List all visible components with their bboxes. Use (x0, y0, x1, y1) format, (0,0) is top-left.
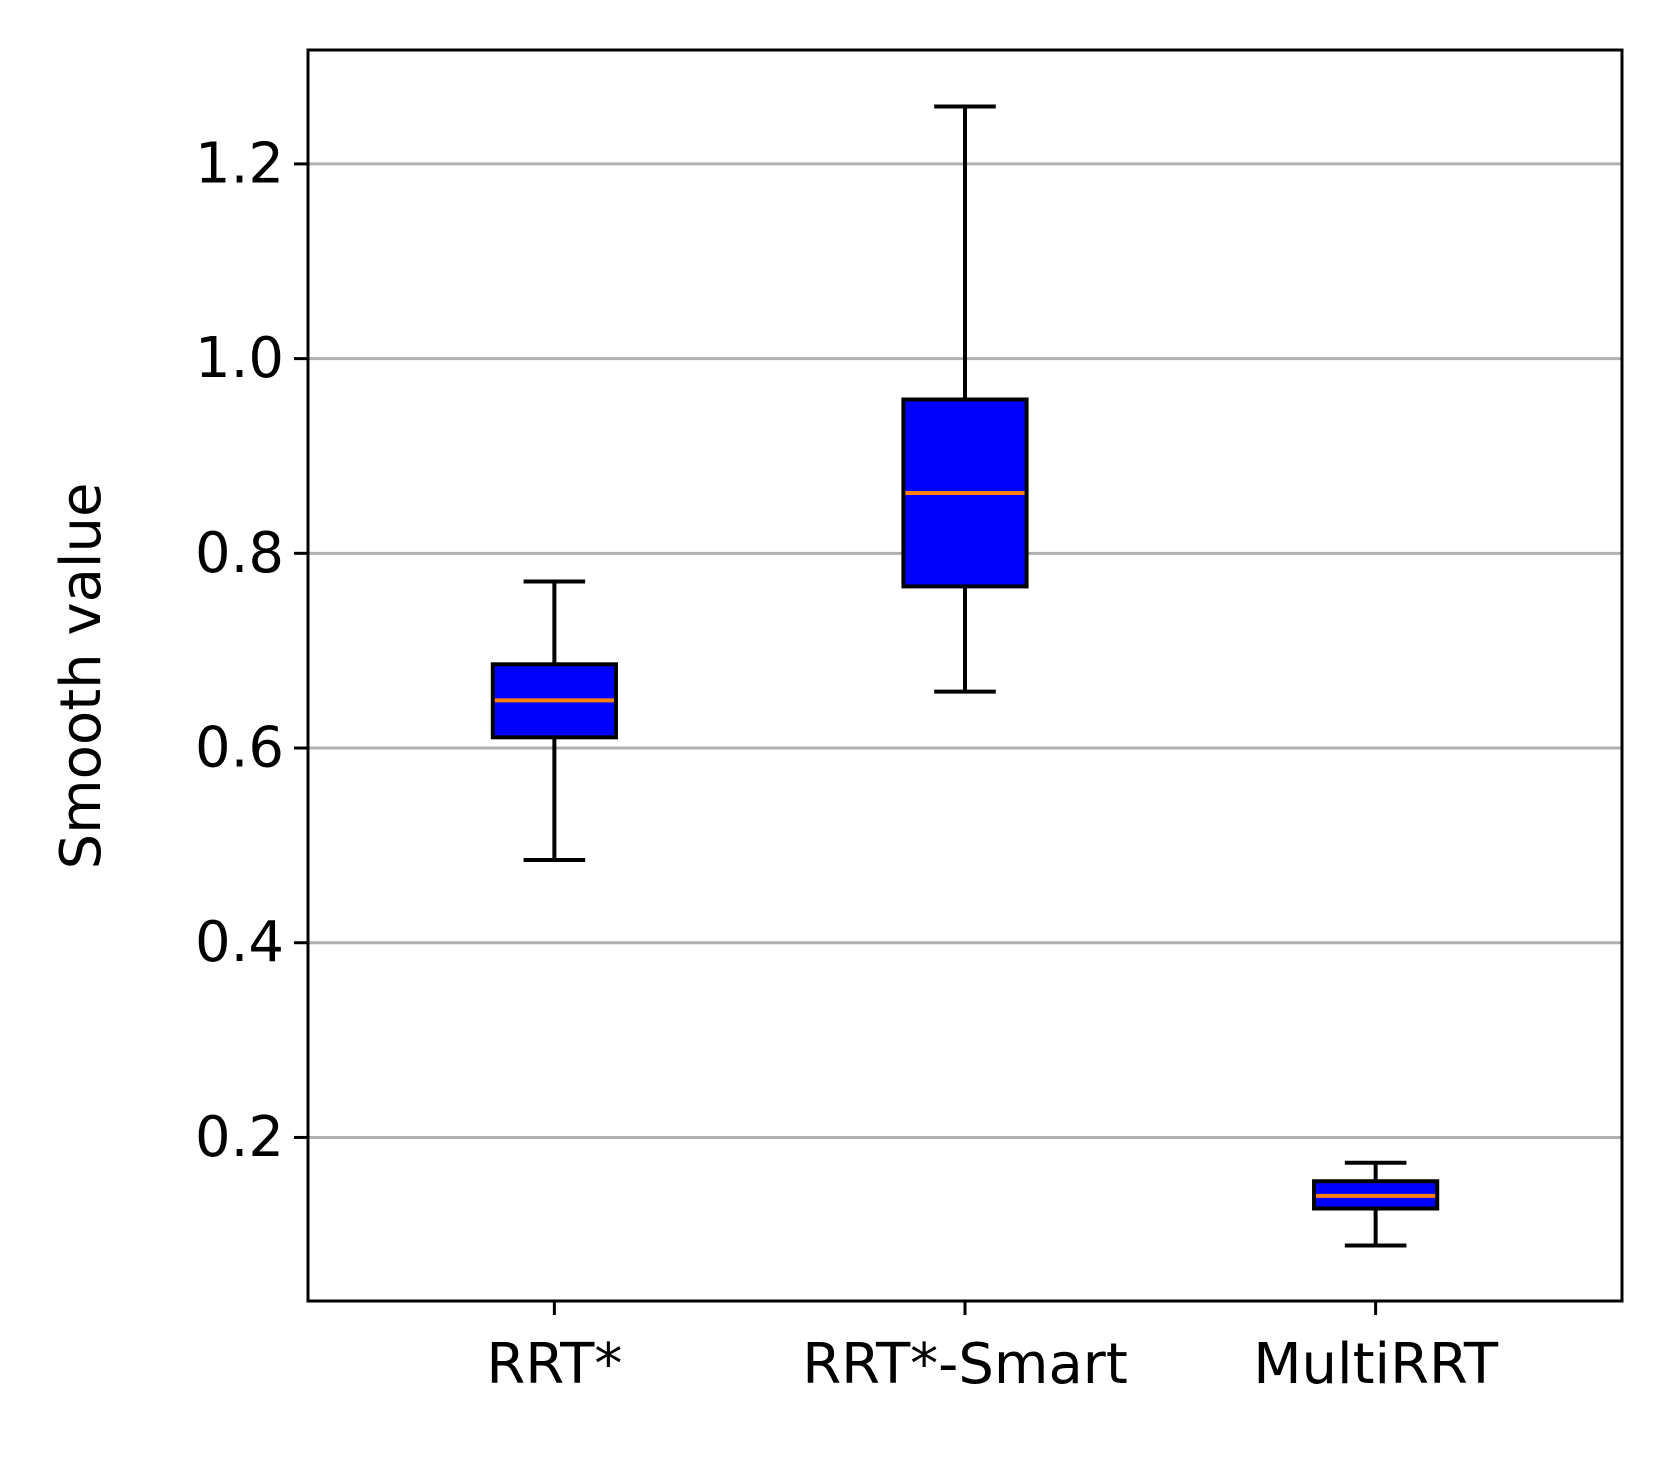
y-tick-label: 0.6 (195, 716, 284, 781)
y-tick-label: 0.2 (195, 1105, 284, 1170)
y-tick-label: 0.4 (195, 910, 284, 975)
x-axis: RRT* RRT*-Smart MultiRRT (486, 1301, 1499, 1397)
y-tick-label: 0.8 (195, 521, 284, 586)
x-tick-label: RRT*-Smart (802, 1332, 1128, 1397)
box-3 (1312, 1160, 1440, 1248)
box-1 (490, 579, 618, 862)
y-axis: 0.2 0.4 0.6 0.8 1.0 1.2 (195, 131, 308, 1170)
box-plot-series (490, 104, 1440, 1248)
y-tick-label: 1.2 (195, 131, 284, 196)
x-tick-label: RRT* (486, 1332, 622, 1397)
box-2 (901, 104, 1029, 694)
y-axis-title: Smooth value (49, 483, 114, 870)
y-tick-label: 1.0 (195, 326, 284, 391)
x-tick-label: MultiRRT (1253, 1332, 1499, 1397)
